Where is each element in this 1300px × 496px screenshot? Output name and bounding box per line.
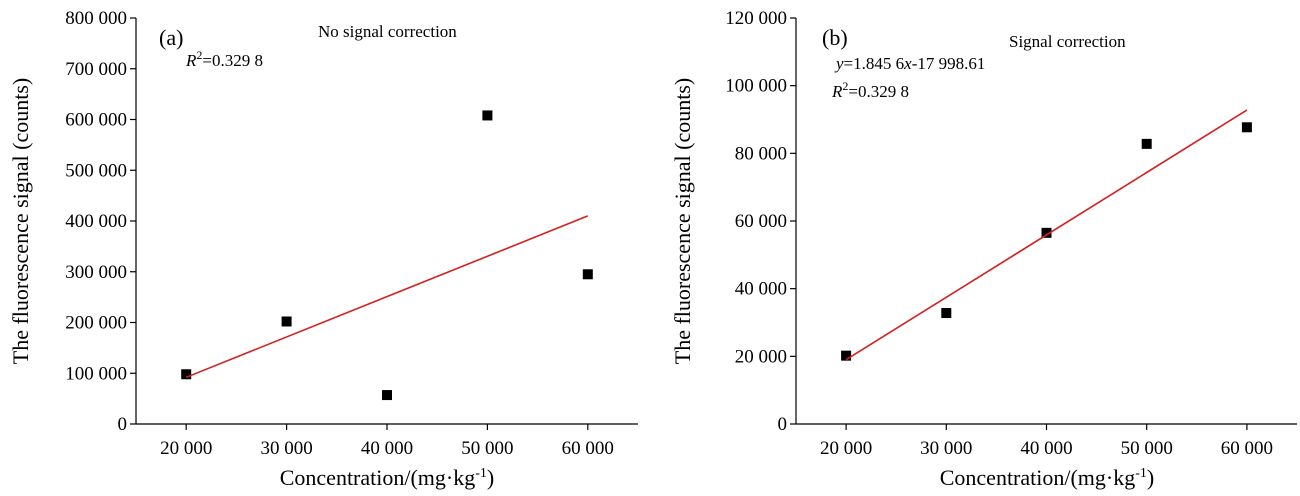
y-tick-label: 800 000 bbox=[65, 8, 127, 29]
y-axis-title: The fluorescence signal (counts) bbox=[8, 78, 33, 365]
y-tick-label: 200 000 bbox=[65, 313, 127, 334]
x-tick-label: 50 000 bbox=[1121, 438, 1173, 459]
x-tick-label: 40 000 bbox=[1020, 438, 1072, 459]
data-point bbox=[181, 369, 192, 380]
x-axis-title: Concentration/(mg·kg-1) bbox=[940, 465, 1155, 490]
y-tick-label: 100 000 bbox=[65, 363, 127, 384]
regression-line bbox=[845, 109, 1248, 361]
y-axis-title: The fluorescence signal (counts) bbox=[670, 78, 695, 365]
y-tick-label: 100 000 bbox=[725, 76, 787, 97]
y-tick-label: 80 000 bbox=[735, 143, 787, 164]
data-point bbox=[582, 269, 593, 280]
y-tick-label: 400 000 bbox=[65, 211, 127, 232]
r-squared-annotation: R2=0.329 8 bbox=[831, 79, 909, 101]
data-point bbox=[841, 350, 852, 361]
chart-title: Signal correction bbox=[1009, 32, 1126, 51]
y-tick-label: 120 000 bbox=[725, 8, 787, 29]
panel-label: (b) bbox=[822, 25, 848, 50]
data-point bbox=[281, 316, 292, 327]
y-tick-label: 500 000 bbox=[65, 160, 127, 181]
data-point bbox=[382, 390, 392, 401]
x-tick-label: 40 000 bbox=[361, 438, 413, 459]
y-tick-label: 20 000 bbox=[735, 346, 787, 367]
data-point bbox=[941, 308, 952, 319]
y-tick-label: 300 000 bbox=[65, 262, 127, 283]
data-point bbox=[1241, 122, 1252, 133]
chart-title: No signal correction bbox=[318, 22, 457, 41]
x-tick-label: 60 000 bbox=[562, 438, 614, 459]
y-tick-label: 0 bbox=[778, 414, 788, 435]
r-squared-annotation: R2=0.329 8 bbox=[185, 48, 263, 70]
x-tick-label: 60 000 bbox=[1221, 438, 1273, 459]
data-point bbox=[1041, 227, 1052, 238]
x-tick-label: 20 000 bbox=[160, 438, 212, 459]
x-tick-label: 20 000 bbox=[820, 438, 872, 459]
chart-panel-a: 0 100 000 200 000 300 000 400 000 500 000 600 … bbox=[8, 8, 638, 490]
x-tick-label: 30 000 bbox=[260, 438, 312, 459]
equation-annotation: y=1.845 6x-17 998.61 bbox=[834, 54, 985, 73]
data-point bbox=[1141, 138, 1152, 149]
panel-label: (a) bbox=[159, 25, 183, 50]
y-tick-label: 60 000 bbox=[735, 211, 787, 232]
y-tick-label: 700 000 bbox=[65, 59, 127, 80]
y-tick-label: 600 000 bbox=[65, 110, 127, 131]
x-tick-label: 50 000 bbox=[461, 438, 513, 459]
x-tick-label: 30 000 bbox=[920, 438, 972, 459]
data-point bbox=[482, 110, 493, 121]
y-tick-label: 40 000 bbox=[735, 279, 787, 300]
chart-panel-b: 0 20 000 40 000 60 000 80 000 100 000 120 000 2… bbox=[670, 8, 1297, 490]
x-axis-title: Concentration/(mg·kg-1) bbox=[280, 465, 495, 490]
y-tick-label: 0 bbox=[118, 414, 128, 435]
regression-line bbox=[185, 215, 589, 379]
